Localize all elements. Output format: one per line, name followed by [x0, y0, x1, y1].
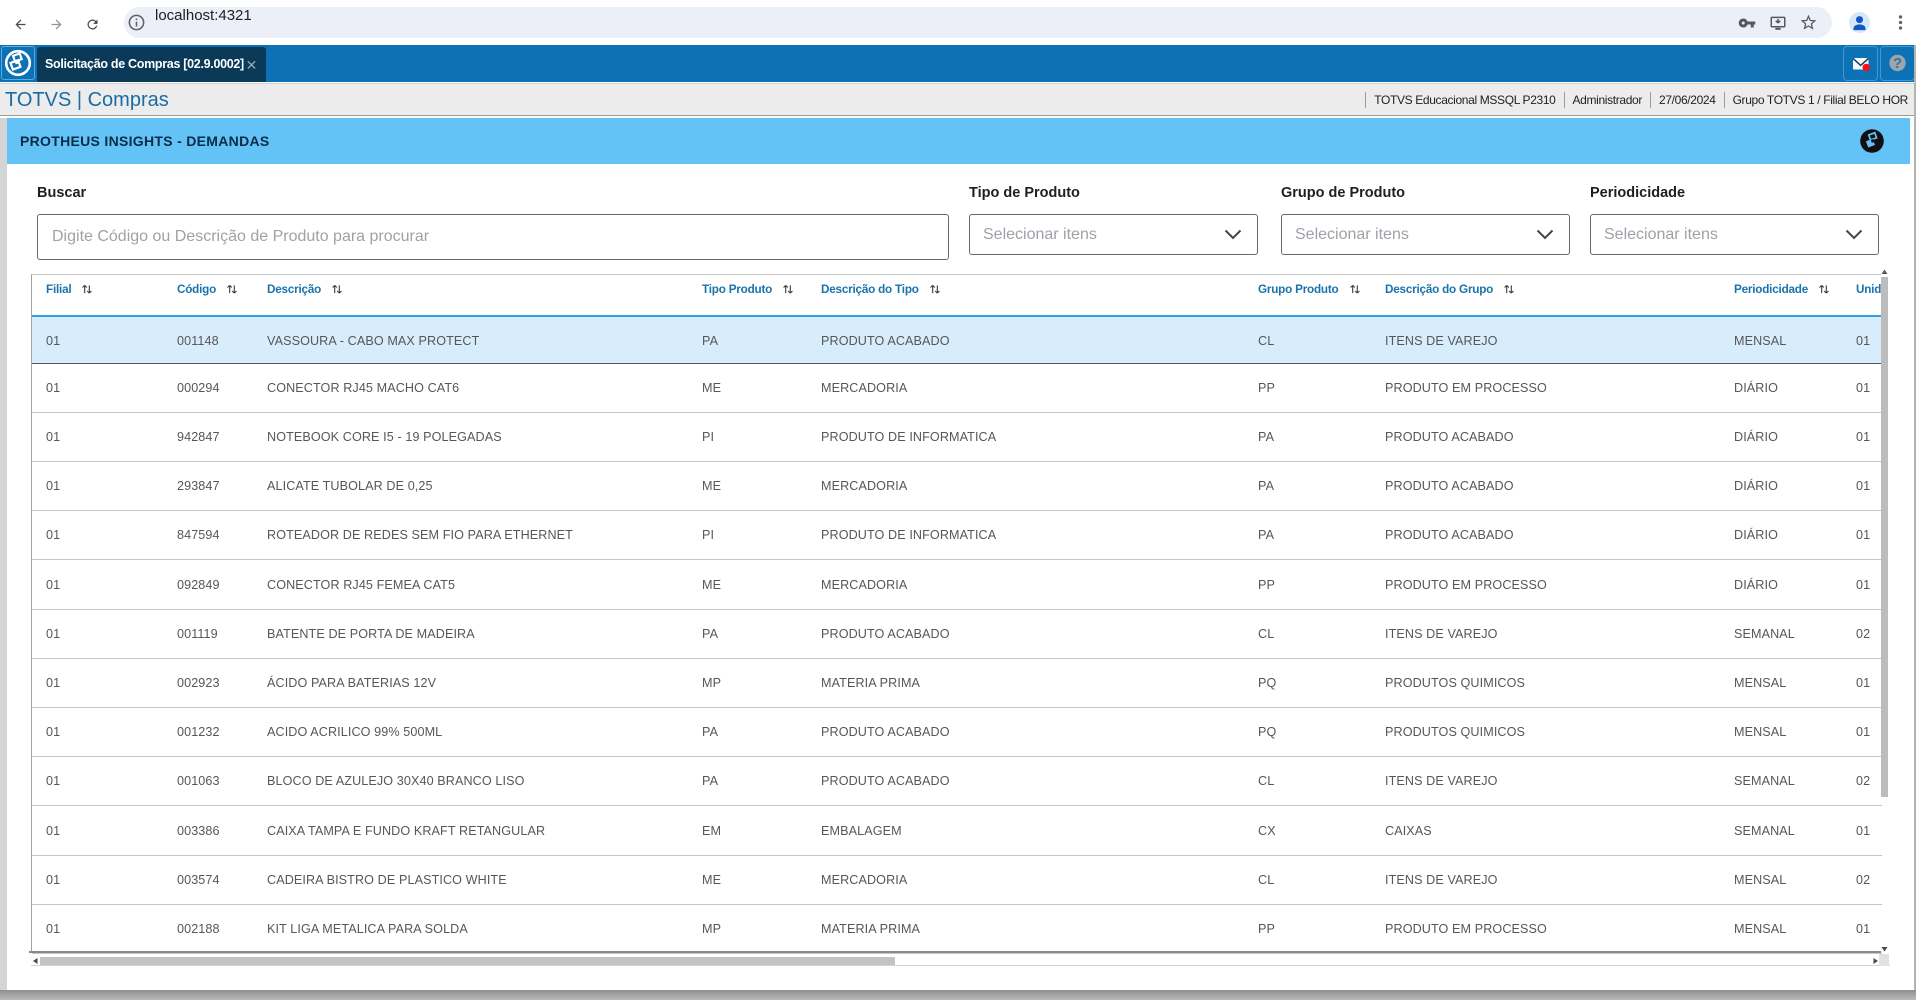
svg-text:?: ? — [1893, 56, 1902, 72]
